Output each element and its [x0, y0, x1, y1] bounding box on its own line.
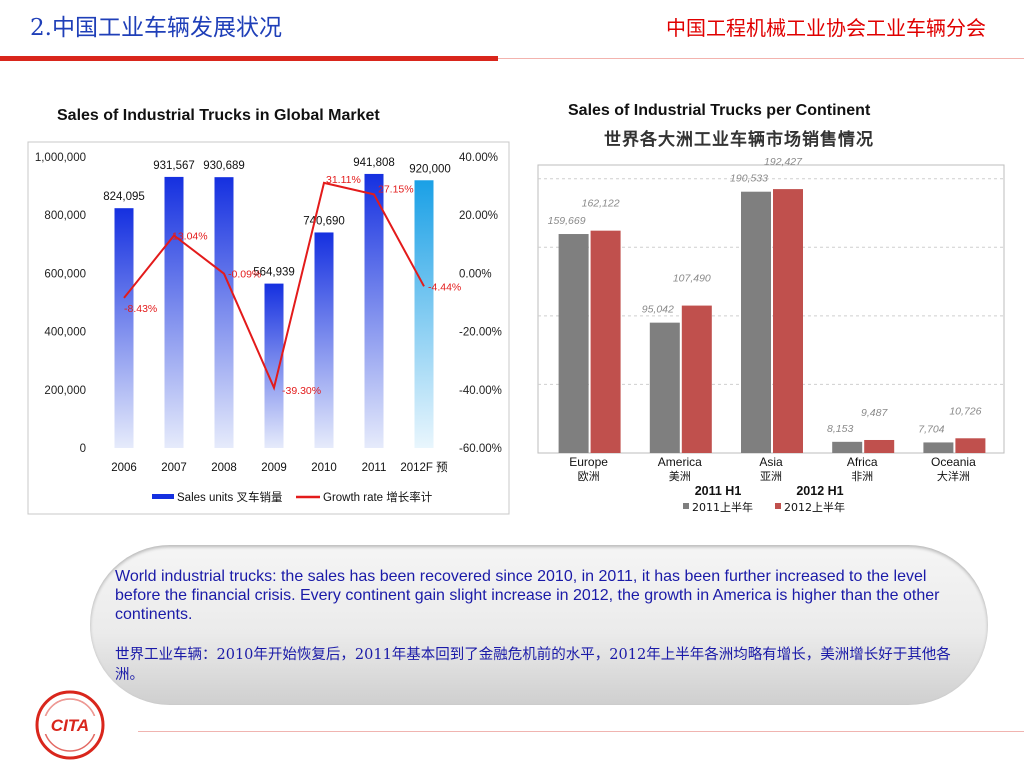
- sales-bar: [264, 283, 284, 448]
- continent-bar-label: 190,533: [730, 173, 768, 185]
- continent-bar: [741, 191, 771, 453]
- continent-bar: [864, 439, 895, 453]
- growth-rate-label: -0.09%: [228, 269, 261, 281]
- header-divider-thin: [498, 58, 1024, 59]
- footer-divider: [138, 731, 1024, 732]
- y2-tick-label: 40.00%: [459, 152, 498, 164]
- chart-continent-subtitle: 世界各大洲工业车辆市场销售情况: [604, 130, 874, 150]
- continent-label-zh: 美洲: [669, 470, 691, 483]
- continent-bar: [590, 230, 621, 453]
- continent-bar: [832, 441, 863, 453]
- continent-label-zh: 欧洲: [578, 470, 600, 483]
- chart-continent-title: Sales of Industrial Trucks per Continent: [568, 102, 871, 119]
- sales-bar-label: 941,808: [353, 157, 395, 169]
- growth-rate-label: 27.15%: [378, 183, 414, 195]
- continent-bar-label: 162,122: [582, 198, 620, 210]
- x-tick-label: 2010: [311, 462, 337, 474]
- y2-tick-label: -20.00%: [459, 327, 502, 339]
- continent-bar-label: 107,490: [673, 273, 711, 285]
- growth-rate-line: [123, 181, 425, 391]
- sales-bar-label: 920,000: [409, 163, 451, 175]
- y-tick-label: 200,000: [44, 385, 86, 397]
- sales-bar: [314, 232, 334, 448]
- sales-bar: [114, 208, 134, 448]
- continent-bar: [955, 438, 986, 453]
- continent-bar: [773, 189, 803, 454]
- growth-rate-label: 13.04%: [172, 230, 208, 242]
- continent-bar: [649, 322, 680, 453]
- summary-english: World industrial trucks: the sales has b…: [115, 568, 940, 623]
- continent-bar-label: 10,726: [949, 405, 981, 417]
- sales-bar: [364, 173, 384, 448]
- legend-2012-label: 2012上半年: [784, 500, 845, 514]
- header-divider: [0, 56, 498, 61]
- continent-label-zh: 大洋洲: [937, 469, 970, 483]
- continent-bar-label: 7,704: [918, 423, 944, 435]
- x-tick-label: 2008: [211, 462, 237, 474]
- y-tick-label: 600,000: [44, 268, 86, 280]
- cita-logo-icon: CITA: [35, 690, 105, 760]
- continent-label: Europe: [569, 455, 608, 469]
- continent-label-zh: 亚洲: [760, 470, 782, 483]
- organization-name: 中国工程机械工业协会工业车辆分会: [666, 16, 986, 40]
- continent-label: America: [658, 455, 702, 469]
- sales-bar: [414, 180, 434, 448]
- x-tick-label: 2012F 预: [400, 461, 448, 474]
- growth-rate-label: 31.11%: [326, 174, 361, 186]
- page-title: 2.中国工业车辆发展状况: [30, 15, 282, 41]
- growth-rate-label: -4.44%: [428, 281, 461, 293]
- growth-rate-label: -39.30%: [282, 385, 321, 397]
- growth-rate-label: -8.43%: [124, 303, 157, 315]
- continent-label: Africa: [847, 455, 878, 469]
- y-tick-label: 1,000,000: [35, 152, 86, 164]
- continent-bar-label: 192,427: [764, 156, 803, 168]
- continent-label: Asia: [759, 455, 783, 469]
- sales-bar-label: 930,689: [203, 160, 245, 172]
- continent-label: Oceania: [931, 455, 976, 469]
- sales-bar-label: 824,095: [103, 191, 145, 203]
- y-tick-label: 800,000: [44, 210, 86, 222]
- legend-sales-label: Sales units 叉车销量: [177, 490, 282, 504]
- logo-text: CITA: [51, 716, 89, 735]
- period-label-2011: 2011 H1: [695, 484, 742, 498]
- summary-box: [90, 545, 988, 705]
- legend-2011-swatch: [683, 503, 689, 509]
- sales-bar: [164, 176, 184, 448]
- legend-sales-swatch: [152, 494, 174, 499]
- legend-2011-label: 2011上半年: [692, 500, 753, 514]
- continent-bar: [558, 234, 589, 453]
- y2-tick-label: -40.00%: [459, 385, 502, 397]
- continent-bar-label: 9,487: [861, 407, 888, 419]
- x-tick-label: 2006: [111, 462, 137, 474]
- continent-bar-label: 8,153: [827, 423, 853, 435]
- sales-bar-label: 931,567: [153, 160, 195, 172]
- continent-label-zh: 非洲: [851, 470, 873, 483]
- continent-bar-label: 159,669: [548, 215, 586, 227]
- x-tick-label: 2007: [161, 462, 187, 474]
- continent-bar: [681, 305, 712, 453]
- summary-chinese: 世界工业车辆：2010年开始恢复后，2011年基本回到了金融危机前的水平，201…: [115, 647, 951, 683]
- legend-2012-swatch: [775, 503, 781, 509]
- chart-global-frame: [27, 141, 510, 515]
- legend-growth-label: Growth rate 增长率计: [323, 490, 433, 504]
- sales-bar-label: 564,939: [253, 267, 295, 279]
- period-label-2012: 2012 H1: [796, 484, 843, 498]
- sales-bar: [214, 177, 234, 448]
- continent-bar-label: 95,042: [642, 304, 674, 316]
- chart-global-title: Sales of Industrial Trucks in Global Mar…: [57, 107, 380, 124]
- y2-tick-label: -60.00%: [459, 443, 502, 455]
- continent-bar: [923, 442, 954, 453]
- x-tick-label: 2011: [362, 462, 387, 474]
- y-tick-label: 0: [80, 443, 86, 455]
- x-tick-label: 2009: [261, 462, 287, 474]
- y2-tick-label: 0.00%: [459, 268, 492, 280]
- y2-tick-label: 20.00%: [459, 210, 498, 222]
- y-tick-label: 400,000: [44, 327, 86, 339]
